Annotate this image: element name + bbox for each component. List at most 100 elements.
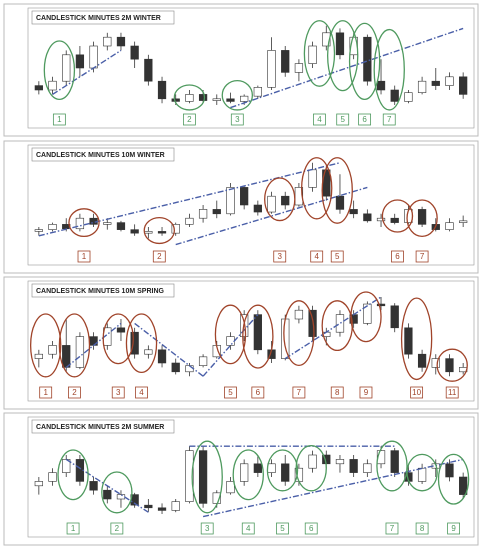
candle-body (116, 36, 126, 47)
label-box (415, 522, 429, 535)
candle-body (34, 229, 43, 232)
candle-body (322, 32, 331, 47)
highlight-ellipse (381, 199, 414, 233)
candle-body (349, 209, 358, 215)
label-number: 5 (340, 115, 345, 124)
candle-body (281, 318, 290, 359)
candle-body (431, 80, 440, 86)
candle-body (212, 98, 221, 101)
trend-line (134, 322, 204, 377)
candle-body (171, 224, 180, 234)
label-number: 3 (278, 252, 283, 261)
label-box (304, 522, 318, 535)
label-number: 1 (71, 524, 76, 533)
highlight-ellipse (173, 84, 206, 111)
label-box (276, 522, 289, 535)
label-box (445, 386, 459, 399)
candle-body (62, 345, 71, 368)
candle-body (185, 365, 194, 373)
candle-body (404, 327, 413, 355)
label-number: 6 (362, 115, 367, 124)
highlight-ellipse (376, 440, 408, 492)
candle-body (226, 187, 235, 215)
candle-body (116, 327, 126, 333)
label-box (410, 386, 424, 399)
title-box (31, 10, 175, 25)
candle-body (390, 89, 399, 102)
candle-body (294, 309, 304, 320)
candle-body (171, 362, 180, 373)
candle-body (417, 80, 427, 93)
candle-body (417, 353, 427, 368)
label-number: 1 (57, 115, 62, 124)
highlight-ellipse (400, 297, 433, 381)
candle-body (89, 481, 98, 491)
trend-line (52, 49, 122, 95)
candle-body (48, 80, 57, 91)
candle-body (185, 94, 194, 102)
candle-body (308, 45, 317, 64)
label-number: 1 (43, 388, 48, 397)
label-box (152, 250, 166, 263)
trend-line (175, 186, 368, 246)
candle-body (48, 472, 57, 482)
candle-body (417, 209, 427, 225)
label-box (39, 386, 53, 399)
candle-body (198, 94, 208, 101)
label-number: 4 (139, 388, 144, 397)
candle-body (240, 463, 249, 482)
candle-body (253, 314, 262, 351)
candle-body (144, 231, 153, 234)
label-number: 4 (246, 524, 251, 533)
label-number: 6 (395, 252, 400, 261)
candle-body (335, 195, 345, 210)
label-number: 10 (412, 388, 421, 397)
label-box (336, 113, 350, 126)
label-number: 2 (72, 388, 77, 397)
label-box (241, 522, 255, 535)
candle-body (281, 463, 290, 482)
label-number: 7 (297, 388, 302, 397)
panel-title: CANDLESTICK MINUTES 10M SPRING (36, 288, 165, 295)
candle-body (390, 217, 399, 223)
candle-body (226, 336, 235, 346)
label-number: 3 (205, 524, 210, 533)
candle-body (34, 85, 43, 91)
candle-body (459, 76, 468, 95)
candle-body (130, 229, 139, 234)
candle-body (404, 92, 413, 102)
candle-body (157, 80, 167, 100)
label-number: 2 (187, 115, 192, 124)
label-box (310, 250, 324, 263)
candle-body (34, 353, 43, 359)
label-box (359, 386, 373, 399)
highlight-ellipse (221, 79, 254, 111)
highlight-ellipse (348, 22, 381, 101)
highlight-ellipse (242, 304, 274, 369)
candle-body (226, 481, 235, 494)
title-box (31, 283, 175, 298)
candle-body (144, 349, 153, 355)
candle-body (376, 217, 386, 222)
highlight-ellipse (214, 304, 247, 365)
label-number: 6 (256, 388, 261, 397)
candle-body (130, 331, 139, 355)
candle-body (308, 169, 317, 188)
candle-body (363, 303, 372, 324)
candle-body (363, 213, 372, 222)
candle-body (144, 58, 153, 82)
label-box (110, 522, 124, 535)
highlight-ellipse (29, 313, 62, 378)
candle-body (103, 222, 112, 225)
highlight-ellipse (191, 440, 223, 514)
candle-body (267, 463, 276, 473)
candle-body (335, 32, 345, 56)
candle-body (240, 187, 249, 206)
candle-body (198, 450, 208, 504)
label-box (224, 386, 237, 399)
candle-body (417, 467, 427, 482)
candle-body (157, 507, 167, 511)
candle-body (185, 217, 194, 225)
label-number: 8 (335, 388, 340, 397)
